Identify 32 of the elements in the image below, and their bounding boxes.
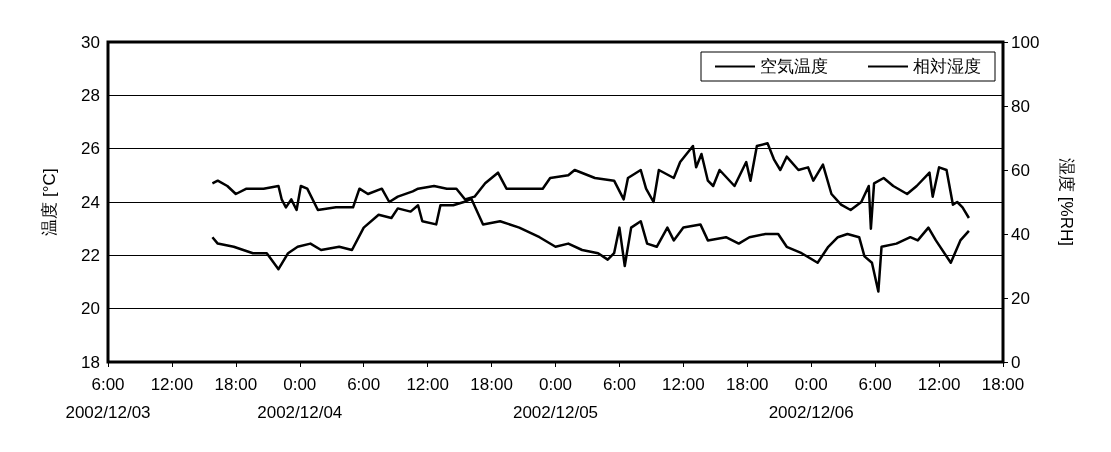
x-tick-label: 0:00 2002/12/05: [512, 374, 599, 422]
legend-label: 空気温度: [760, 57, 828, 76]
x-tick-label: 12:00: [406, 374, 449, 394]
y-tick-label: 18: [81, 352, 100, 372]
x-tick-label: 6:00 2002/12/03: [65, 374, 151, 422]
y2-tick-label: 20: [1011, 288, 1030, 308]
y-tick-label: 22: [81, 245, 100, 265]
x-tick-label: 18:00: [726, 374, 769, 394]
x-tick-label: 12:00: [917, 374, 961, 394]
x-tick-label: 18:00: [470, 374, 513, 394]
x-tick-label: 6:00: [602, 374, 636, 394]
x-tick-label: 12:00: [150, 374, 194, 394]
x-tick-label: 18:00: [214, 374, 258, 394]
y-tick-label: 26: [81, 139, 100, 159]
x-tick-label: 12:00: [662, 374, 705, 394]
x-tick-label: 6:00: [347, 374, 381, 394]
y-tick-label: 24: [81, 192, 100, 212]
y2-tick-label: 40: [1011, 224, 1030, 244]
y2-axis-title: 湿度 [%RH]: [1057, 158, 1076, 246]
x-tick-label: 18:00: [981, 374, 1025, 394]
x-tick-label: 0:00 2002/12/04: [257, 374, 343, 422]
y2-tick-label: 60: [1011, 160, 1030, 180]
y-tick-label: 30: [81, 32, 100, 52]
y-tick-label: 28: [81, 85, 100, 105]
y2-tick-label: 80: [1011, 96, 1030, 116]
x-tick-label: 6:00: [858, 374, 892, 394]
legend-label: 相対湿度: [913, 57, 981, 76]
y2-tick-label: 100: [1011, 32, 1040, 52]
x-tick-label: 0:00 2002/12/06: [768, 374, 854, 422]
y-axis-title: 温度 [°C]: [40, 168, 59, 236]
y2-tick-label: 0: [1011, 352, 1021, 372]
y-tick-label: 20: [81, 299, 100, 319]
